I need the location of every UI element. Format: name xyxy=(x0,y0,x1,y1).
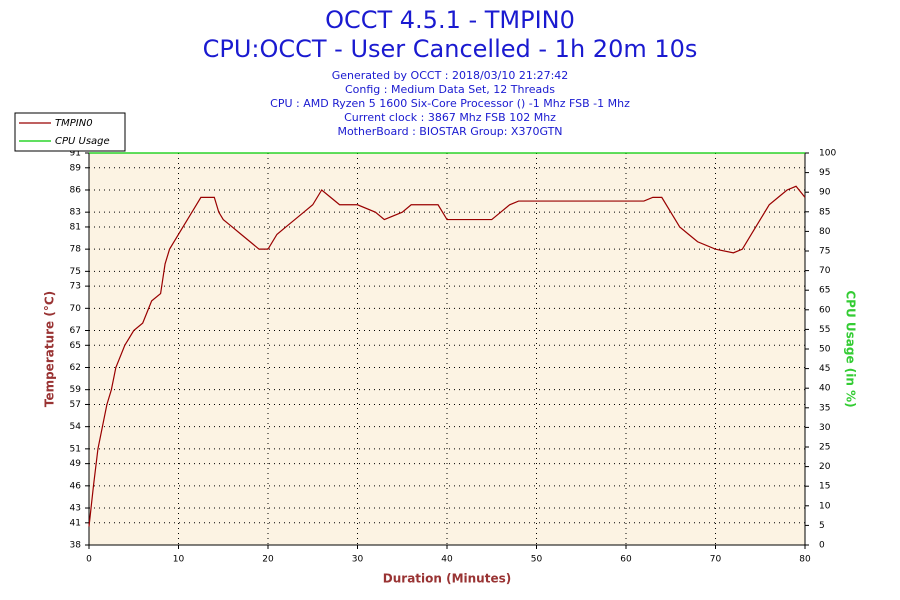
x-tick-label: 20 xyxy=(262,555,274,565)
y2-tick-label: 10 xyxy=(819,501,831,511)
y2-tick-label: 30 xyxy=(819,423,831,433)
x-tick-label: 40 xyxy=(441,555,453,565)
y2-tick-label: 70 xyxy=(819,266,831,276)
x-tick-label: 70 xyxy=(710,555,722,565)
y2-tick-label: 5 xyxy=(819,521,825,531)
y-tick-label: 91 xyxy=(70,149,81,159)
y2-tick-label: 100 xyxy=(819,149,836,159)
y-tick-label: 89 xyxy=(70,163,82,173)
y2-tick-label: 50 xyxy=(819,345,831,355)
y-axis-label: Temperature (°C) xyxy=(43,291,57,407)
y-tick-label: 46 xyxy=(70,481,82,491)
y-tick-label: 38 xyxy=(70,541,82,551)
y-tick-label: 49 xyxy=(70,459,82,469)
y-tick-label: 78 xyxy=(70,245,82,255)
y2-tick-label: 25 xyxy=(819,443,830,453)
legend-box xyxy=(14,112,126,152)
y-tick-label: 67 xyxy=(70,326,81,336)
y2-tick-label: 95 xyxy=(819,168,830,178)
y2-tick-label: 80 xyxy=(819,227,831,237)
y2-tick-label: 75 xyxy=(819,247,830,257)
y2-tick-label: 40 xyxy=(819,384,831,394)
chart-subtitle: CPU:OCCT - User Cancelled - 1h 20m 10s xyxy=(203,35,698,63)
y2-tick-label: 60 xyxy=(819,305,831,315)
y-tick-label: 70 xyxy=(70,304,82,314)
x-tick-label: 80 xyxy=(799,555,811,565)
y2-tick-label: 65 xyxy=(819,286,830,296)
y-tick-label: 86 xyxy=(70,185,82,195)
x-tick-label: 60 xyxy=(620,555,632,565)
y2-tick-label: 90 xyxy=(819,188,831,198)
y-tick-label: 41 xyxy=(70,518,81,528)
x-tick-label: 50 xyxy=(531,555,543,565)
legend-label: TMPIN0 xyxy=(55,118,93,129)
y-tick-label: 73 xyxy=(70,282,81,292)
y2-tick-label: 20 xyxy=(819,462,831,472)
y-tick-label: 75 xyxy=(70,267,81,277)
y2-axis-label: CPU Usage (in %) xyxy=(844,290,858,407)
y-tick-label: 43 xyxy=(70,504,81,514)
series-line xyxy=(88,185,806,527)
info-line: Config : Medium Data Set, 12 Threads xyxy=(345,83,555,96)
info-line: Current clock : 3867 Mhz FSB 102 Mhz xyxy=(344,111,556,124)
info-line: MotherBoard : BIOSTAR Group: X370GTN xyxy=(337,125,562,138)
x-axis-label: Duration (Minutes) xyxy=(383,572,511,586)
x-tick-label: 0 xyxy=(86,555,92,565)
y2-tick-label: 55 xyxy=(819,325,830,335)
info-line: CPU : AMD Ryzen 5 1600 Six-Core Processo… xyxy=(270,97,630,110)
y2-tick-label: 45 xyxy=(819,364,830,374)
y-tick-label: 62 xyxy=(70,363,81,373)
y-tick-label: 51 xyxy=(70,444,81,454)
y-tick-label: 54 xyxy=(70,422,82,432)
y-tick-label: 65 xyxy=(70,341,81,351)
y2-tick-label: 15 xyxy=(819,482,830,492)
y2-tick-label: 85 xyxy=(819,207,830,217)
y-tick-label: 57 xyxy=(70,400,81,410)
y-tick-label: 81 xyxy=(70,222,81,232)
x-tick-label: 30 xyxy=(352,555,364,565)
legend-label: CPU Usage xyxy=(55,136,110,147)
x-tick-label: 10 xyxy=(173,555,185,565)
y-tick-label: 83 xyxy=(70,208,81,218)
y2-tick-label: 0 xyxy=(819,541,825,551)
y2-tick-label: 35 xyxy=(819,403,830,413)
info-line: Generated by OCCT : 2018/03/10 21:27:42 xyxy=(332,69,569,82)
y-tick-label: 59 xyxy=(70,385,82,395)
chart-title: OCCT 4.5.1 - TMPIN0 xyxy=(325,6,575,34)
